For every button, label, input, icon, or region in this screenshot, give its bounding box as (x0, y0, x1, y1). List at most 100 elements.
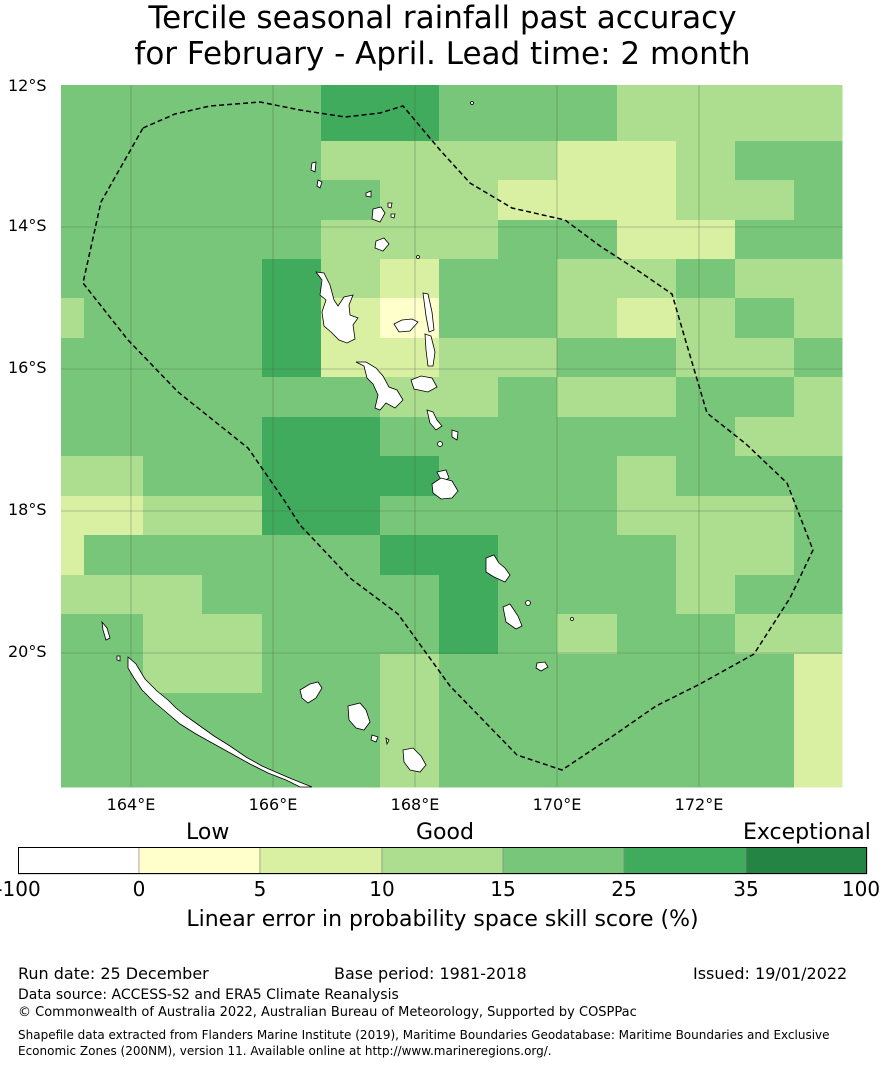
skill-cell (380, 575, 440, 615)
skill-cell (794, 535, 843, 576)
skill-grid-cells (61, 85, 843, 788)
data-source: Data source: ACCESS-S2 and ERA5 Climate … (18, 987, 399, 1003)
skill-cell (557, 298, 618, 339)
skill-cell (676, 220, 736, 260)
skill-cell (676, 614, 736, 655)
skill-cell (143, 338, 203, 378)
skill-cell (557, 496, 618, 536)
map-title-line2: for February - April. Lead time: 2 month (134, 36, 751, 72)
skill-cell (202, 456, 263, 497)
issued-date: Issued: 19/01/2022 (693, 964, 848, 983)
skill-cell (439, 377, 499, 418)
skill-cell (557, 85, 618, 142)
skill-cell (735, 535, 795, 576)
skill-cell (321, 535, 381, 576)
skill-cell (380, 456, 440, 497)
skill-cell (676, 535, 736, 576)
skill-cell (617, 496, 677, 536)
skill-cell (202, 377, 263, 418)
skill-cell (262, 85, 322, 142)
skill-cell (143, 377, 203, 418)
lat-label-18s: 18°S (8, 500, 47, 519)
skill-cell (498, 377, 558, 418)
skill-cell (321, 496, 381, 536)
colorbar-swatch (745, 847, 868, 875)
skill-cell (439, 141, 499, 181)
skill-cell (321, 377, 381, 418)
skill-cell (617, 338, 677, 378)
skill-cell (439, 338, 499, 378)
skill-cell (262, 496, 322, 536)
skill-cell (794, 85, 843, 142)
skill-cell (321, 614, 381, 655)
skill-cell (61, 614, 85, 655)
skill-cell (143, 141, 203, 181)
skill-cell (439, 496, 499, 536)
skill-cell (676, 377, 736, 418)
skill-cell (262, 180, 322, 221)
skill-cell (498, 496, 558, 536)
skill-cell (380, 220, 440, 260)
coastlines (101, 101, 574, 788)
skill-cell (498, 654, 558, 694)
skill-cell (557, 693, 618, 788)
category-exceptional: Exceptional (743, 820, 871, 845)
category-good: Good (416, 820, 474, 845)
skill-cell (202, 220, 263, 260)
skill-cell (61, 180, 85, 221)
skill-cell (84, 496, 144, 536)
skill-cell (380, 654, 440, 694)
skill-cell (262, 614, 322, 655)
skill-cell (61, 575, 85, 615)
colorbar-tick: 25 (611, 877, 637, 901)
skill-cell (84, 259, 144, 299)
skill-cell (262, 575, 322, 615)
skill-cell (794, 220, 843, 260)
skill-cell (380, 535, 440, 576)
skill-cell (143, 417, 203, 457)
skill-cell (84, 417, 144, 457)
colorbar-tick: 35 (733, 877, 759, 901)
skill-map (61, 85, 843, 788)
colorbar-tick: 100 (841, 877, 881, 901)
skill-cell (202, 575, 263, 615)
lon-label-172e: 172°E (674, 795, 724, 814)
skill-cell (676, 338, 736, 378)
skill-cell (380, 693, 440, 788)
skill-cell (735, 259, 795, 299)
skill-cell (735, 417, 795, 457)
skill-cell (61, 377, 85, 418)
skill-cell (61, 85, 85, 142)
skill-cell (735, 575, 795, 615)
skill-cell (143, 575, 203, 615)
skill-cell (143, 298, 203, 339)
skill-cell (262, 298, 322, 339)
skill-cell (557, 220, 618, 260)
skill-cell (794, 496, 843, 536)
skill-cell (439, 298, 499, 339)
skill-cell (557, 259, 618, 299)
skill-cell (617, 220, 677, 260)
copyright: © Commonwealth of Australia 2022, Austra… (18, 1005, 637, 1020)
skill-cell (439, 614, 499, 655)
skill-cell (84, 693, 144, 788)
skill-cell (676, 496, 736, 536)
skill-cell (498, 220, 558, 260)
skill-cell (557, 141, 618, 181)
skill-cell (617, 693, 677, 788)
skill-cell (262, 338, 322, 378)
skill-cell (676, 456, 736, 497)
lat-label-12s: 12°S (8, 76, 47, 95)
skill-cell (321, 575, 381, 615)
skill-cell (439, 180, 499, 221)
skill-cell (262, 456, 322, 497)
skill-cell (143, 535, 203, 576)
skill-cell (84, 298, 144, 339)
skill-cell (321, 417, 381, 457)
map-title-line1: Tercile seasonal rainfall past accuracy (148, 0, 737, 36)
skill-cell (617, 85, 677, 142)
skill-cell (61, 693, 85, 788)
skill-cell (617, 141, 677, 181)
lon-label-168e: 168°E (390, 795, 440, 814)
skill-cell (202, 614, 263, 655)
